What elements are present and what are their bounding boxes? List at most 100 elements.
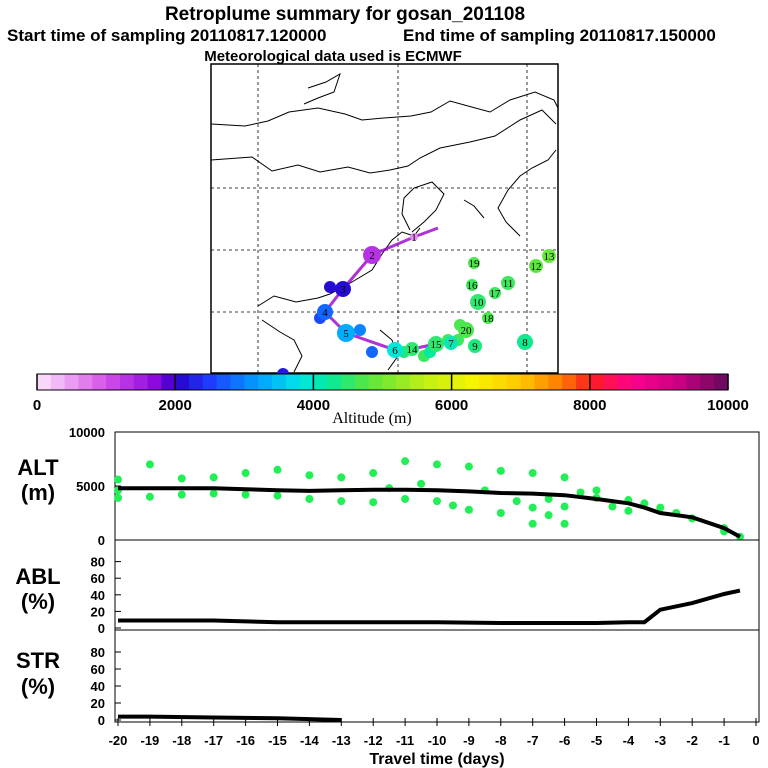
map-point-label: 5 [343, 328, 349, 340]
y-tick-label: 5000 [76, 479, 105, 494]
alt-scatter-point [369, 498, 378, 507]
str-unit: (%) [21, 674, 55, 699]
alt-scatter-point [496, 466, 505, 475]
colorbar-tick-label: 8000 [573, 397, 606, 414]
y-tick-label: 80 [91, 645, 105, 660]
x-tick-label: -14 [300, 733, 320, 748]
colorbar-cell [562, 374, 577, 390]
alt-scatter-point [305, 494, 314, 503]
alt-scatter-point [337, 473, 346, 482]
abl-ylabel: ABL [15, 564, 60, 589]
colorbar-cell [410, 374, 425, 390]
x-tick-label: -12 [364, 733, 383, 748]
x-tick-label: -3 [655, 733, 667, 748]
colorbar-cell [548, 374, 563, 390]
map-point-marker [405, 342, 419, 356]
map-point-marker [337, 324, 355, 342]
colorbar-tick-label: 4000 [297, 397, 330, 414]
alt-scatter-point [145, 492, 154, 501]
colorbar-cell [603, 374, 619, 390]
map-point-marker [317, 304, 333, 320]
x-tick-label: -18 [172, 733, 191, 748]
alt-scatter-point [241, 490, 250, 499]
colorbar-cell [299, 374, 314, 390]
map-point-marker [542, 249, 556, 263]
colorbar-cell [119, 374, 135, 390]
colorbar-cell [520, 374, 536, 390]
alt-scatter-point [464, 462, 473, 471]
y-tick-label: 40 [91, 588, 105, 603]
map-point-label: 18 [483, 313, 495, 325]
alt-scatter-point [177, 474, 186, 483]
alt-scatter-point [114, 493, 122, 502]
map-point-label: 4 [322, 307, 328, 319]
x-tick-label: -16 [236, 733, 255, 748]
colorbar-cell [147, 374, 162, 390]
map-point-marker [444, 336, 458, 350]
alt-scatter-point [273, 491, 282, 500]
alt-scatter-point [528, 503, 537, 512]
colorbar-cell [313, 374, 328, 390]
y-tick-label: 10000 [69, 425, 105, 440]
x-tick-label: -19 [141, 733, 160, 748]
end-time: End time of sampling 20110817.150000 [403, 26, 716, 45]
colorbar-cell [686, 374, 701, 390]
map-point-label: 9 [472, 341, 478, 353]
alt-unit: (m) [21, 480, 55, 505]
map-point-label: 1 [411, 232, 417, 244]
alt-scatter-point [369, 469, 378, 478]
alt-scatter-point [560, 473, 569, 482]
x-tick-label: -8 [495, 733, 507, 748]
colorbar-tick-label: 0 [33, 397, 41, 414]
trajectory-particle [324, 281, 336, 293]
x-tick-label: -13 [332, 733, 351, 748]
colorbar-cell [589, 374, 605, 390]
x-tick-label: -7 [527, 733, 539, 748]
map-point-label: 8 [522, 337, 528, 349]
map-point-marker [468, 257, 480, 269]
y-tick-label: 0 [98, 533, 105, 548]
alt-scatter-point [273, 465, 282, 474]
alt-scatter-point [401, 457, 410, 466]
met-data-note: Meteorological data used is ECMWF [204, 48, 462, 65]
x-tick-label: -17 [204, 733, 223, 748]
alt-scatter-point [448, 501, 457, 510]
x-tick-label: -5 [591, 733, 603, 748]
alt-scatter-point [114, 475, 122, 484]
colorbar-cell [216, 374, 232, 390]
colorbar-cell [175, 374, 190, 390]
colorbar-label: Altitude (m) [332, 410, 412, 427]
colorbar-cell [479, 374, 494, 390]
alt-scatter-point [576, 488, 585, 497]
str-ylabel: STR [16, 648, 60, 673]
colorbar-cell [354, 374, 370, 390]
colorbar-cell [106, 374, 121, 390]
alt-scatter-point [512, 497, 521, 506]
colorbar-tick-label: 2000 [159, 397, 192, 414]
alt-scatter-point [209, 473, 218, 482]
colorbar-cell [714, 374, 729, 390]
alt-mean-line [118, 486, 741, 539]
colorbar-cell [465, 374, 480, 390]
map-point-label: 19 [469, 258, 481, 270]
map-point-marker [470, 294, 486, 310]
alt-scatter-point [305, 471, 314, 480]
colorbar-tick-label: 10000 [707, 397, 749, 414]
alt-scatter-point [401, 494, 410, 503]
alt-ylabel: ALT [17, 455, 59, 480]
colorbar-cell [437, 374, 453, 390]
start-time: Start time of sampling 20110817.120000 [7, 26, 326, 45]
alt-scatter-point [656, 503, 665, 512]
abl-unit: (%) [21, 589, 55, 614]
altitude-colorbar: 0 2000 4000 6000 8000 10000 Altitude (m) [33, 373, 749, 427]
y-tick-label: 20 [91, 696, 105, 711]
alt-scatter-point [433, 497, 441, 506]
colorbar-cell [258, 374, 273, 390]
x-tick-label: -2 [686, 733, 698, 748]
map-point-label: 15 [431, 339, 443, 351]
alt-scatter-points [114, 457, 745, 541]
x-tick-label: 0 [752, 733, 759, 748]
trajectory-particle [366, 346, 378, 358]
